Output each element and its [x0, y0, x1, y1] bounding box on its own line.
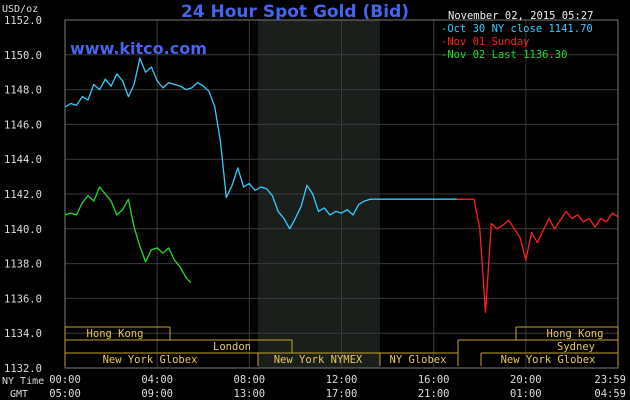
gmt-tick-label: 04:59	[594, 388, 626, 400]
legend-entry: -Nov 02 Last 1136.30	[441, 49, 567, 61]
y-tick-label: 1136.0	[4, 293, 42, 305]
session-label: London	[213, 341, 251, 353]
session-label: Sydney	[557, 341, 595, 353]
website-label: www.kitco.com	[70, 39, 207, 58]
ny-time-tick-label: 20:00	[510, 374, 542, 386]
session-bar	[480, 352, 619, 366]
legend-entry: -Oct 30 NY close 1141.70	[441, 23, 593, 35]
series-line-3	[64, 186, 192, 284]
plot-frame	[64, 19, 619, 369]
session-label: New York NYMEX	[274, 354, 363, 366]
y-axis-tick-labels: 1152.0 1150.0 1148.0 1146.0 1144.0 1142.0 1140…	[4, 15, 42, 375]
y-tick-label: 1134.0	[4, 328, 42, 340]
y-tick-label: 1150.0	[4, 50, 42, 62]
series-line-2	[456, 198, 618, 313]
y-tick-label: 1152.0	[4, 15, 42, 27]
y-tick-label: 1146.0	[4, 119, 42, 131]
gmt-tick-label: 05:00	[49, 388, 81, 400]
ny-time-tick-label: 23:59	[594, 374, 626, 386]
y-tick-label: 1148.0	[4, 85, 42, 97]
session-bar	[64, 326, 171, 340]
ny-time-axis-label: NY Time	[2, 376, 44, 387]
session-label: NY Globex	[390, 354, 447, 366]
session-bar	[379, 352, 459, 366]
series-line-1	[64, 57, 463, 230]
y-tick-label: 1138.0	[4, 259, 42, 271]
y-axis-unit-label: USD/oz	[2, 4, 38, 15]
session-bar	[515, 326, 619, 340]
session-label: Hong Kong	[87, 328, 144, 340]
y-tick-label: 1142.0	[4, 189, 42, 201]
y-tick-label: 1144.0	[4, 154, 42, 166]
ny-time-tick-label: 12:00	[326, 374, 358, 386]
legend: -Oct 30 NY close 1141.70-Nov 01 Sunday-N…	[441, 23, 593, 61]
gmt-tick-label: 17:00	[326, 388, 358, 400]
ny-time-tick-label: 00:00	[49, 374, 81, 386]
ny-time-tick-label: 08:00	[234, 374, 266, 386]
gmt-axis-label: GMT	[10, 389, 28, 400]
gmt-tick-label: 09:00	[141, 388, 173, 400]
session-label: Hong Kong	[547, 328, 604, 340]
series-lines	[64, 57, 618, 313]
session-label: New York Globex	[501, 354, 596, 366]
y-tick-label: 1140.0	[4, 224, 42, 236]
session-bar	[64, 339, 293, 353]
date-label: November 02, 2015 05:27	[448, 10, 593, 22]
session-bar	[457, 339, 619, 353]
gmt-tick-label: 21:00	[418, 388, 450, 400]
ny-time-tick-label: 16:00	[418, 374, 450, 386]
legend-entry: -Nov 01 Sunday	[441, 36, 530, 48]
y-tick-label: 1132.0	[4, 363, 42, 375]
ny-time-tick-label: 04:00	[141, 374, 173, 386]
session-label: New York Globex	[103, 354, 198, 366]
gmt-tick-label: 01:00	[510, 388, 542, 400]
chart-title: 24 Hour Spot Gold (Bid)	[181, 2, 409, 22]
gmt-tick-label: 13:00	[234, 388, 266, 400]
x-axis-tick-labels: 00:00 04:00 08:00 12:00 16:00 20:00 23:59 05:00…	[49, 374, 626, 400]
